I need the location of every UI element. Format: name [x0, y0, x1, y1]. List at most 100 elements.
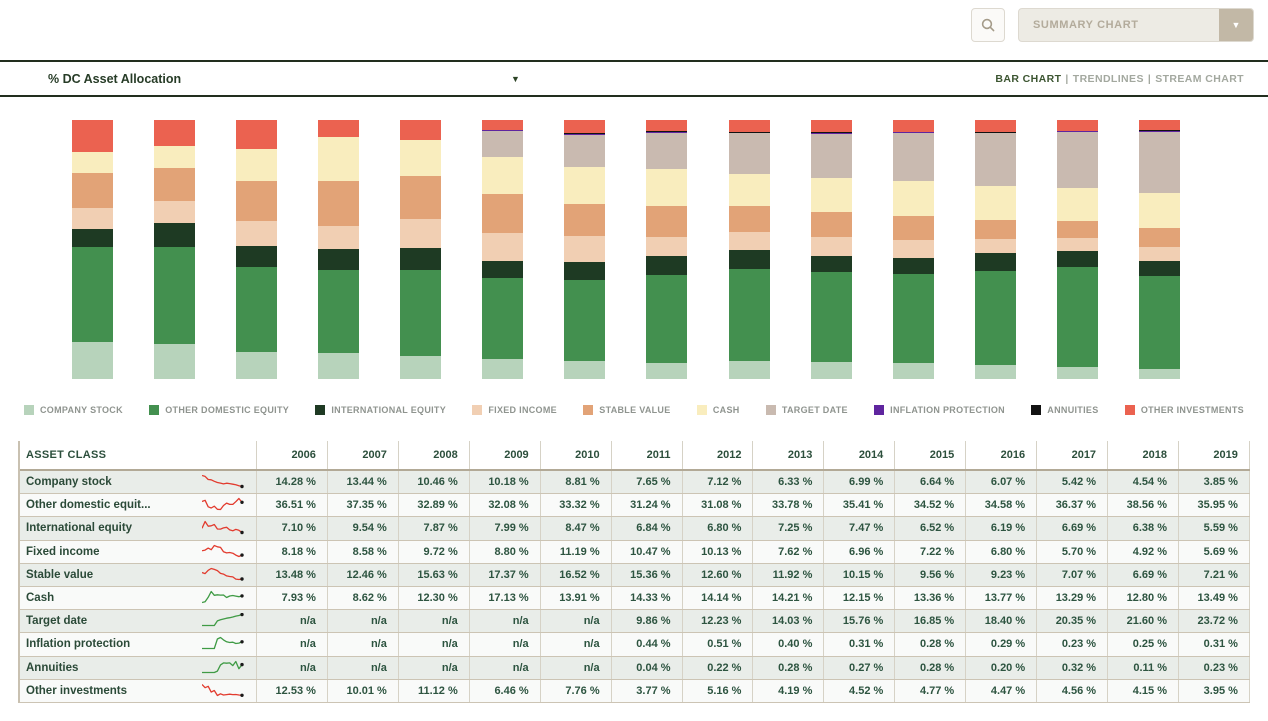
legend-item[interactable]: INTERNATIONAL EQUITY: [315, 405, 446, 415]
bar-segment[interactable]: [236, 351, 278, 379]
stacked-bar-2011[interactable]: [482, 120, 524, 379]
bar-segment[interactable]: [974, 133, 1016, 187]
bar-segment[interactable]: [400, 140, 442, 177]
stacked-bar-2018[interactable]: [1056, 120, 1098, 379]
bar-segment[interactable]: [892, 132, 934, 181]
stacked-bar-2014[interactable]: [728, 120, 770, 379]
legend-item[interactable]: OTHER DOMESTIC EQUITY: [149, 405, 289, 415]
bar-segment[interactable]: [564, 167, 606, 204]
bar-segment[interactable]: [728, 120, 770, 132]
bar-segment[interactable]: [1056, 220, 1098, 239]
bar-segment[interactable]: [564, 280, 606, 361]
bar-segment[interactable]: [728, 360, 770, 379]
bar-segment[interactable]: [482, 233, 524, 261]
bar-segment[interactable]: [318, 352, 360, 379]
bar-segment[interactable]: [154, 168, 196, 201]
asset-class-cell[interactable]: Cash: [20, 586, 257, 610]
bar-segment[interactable]: [154, 200, 196, 223]
bar-segment[interactable]: [1056, 267, 1098, 368]
stacked-bar-2013[interactable]: [646, 120, 688, 379]
bar-segment[interactable]: [646, 236, 688, 257]
bar-segment[interactable]: [892, 180, 934, 217]
bar-segment[interactable]: [974, 220, 1016, 239]
bar-segment[interactable]: [482, 260, 524, 279]
bar-segment[interactable]: [810, 133, 852, 134]
bar-segment[interactable]: [1056, 187, 1098, 221]
bar-segment[interactable]: [236, 221, 278, 247]
asset-class-cell[interactable]: Fixed income: [20, 540, 257, 563]
bar-segment[interactable]: [72, 173, 113, 208]
asset-class-cell[interactable]: International equity: [20, 517, 257, 540]
bar-segment[interactable]: [728, 205, 770, 232]
bar-segment[interactable]: [1056, 120, 1098, 131]
stacked-bar-2012[interactable]: [564, 120, 606, 379]
stacked-bar-2007[interactable]: [154, 120, 196, 379]
bar-segment[interactable]: [892, 120, 934, 132]
bar-segment[interactable]: [810, 133, 852, 178]
bar-segment[interactable]: [974, 364, 1016, 379]
bar-segment[interactable]: [400, 120, 442, 141]
bar-segment[interactable]: [892, 363, 934, 379]
stacked-bar-2015[interactable]: [810, 120, 852, 379]
bar-segment[interactable]: [1138, 246, 1180, 262]
bar-segment[interactable]: [646, 168, 688, 206]
bar-segment[interactable]: [810, 177, 852, 213]
asset-class-cell[interactable]: Other investments: [20, 679, 257, 702]
bar-segment[interactable]: [72, 120, 113, 153]
bar-segment[interactable]: [1056, 238, 1098, 251]
bar-segment[interactable]: [810, 120, 852, 133]
bar-segment[interactable]: [728, 133, 770, 175]
bar-segment[interactable]: [1138, 131, 1180, 194]
bar-segment[interactable]: [646, 131, 688, 133]
search-button[interactable]: [971, 8, 1005, 42]
bar-segment[interactable]: [974, 131, 1016, 133]
legend-item[interactable]: CASH: [696, 405, 740, 415]
bar-segment[interactable]: [646, 256, 688, 276]
summary-chart-select[interactable]: SUMMARY CHART ▼: [1018, 8, 1254, 42]
bar-segment[interactable]: [564, 135, 606, 167]
bar-segment[interactable]: [892, 240, 934, 258]
bar-segment[interactable]: [236, 266, 278, 352]
bar-segment[interactable]: [1056, 367, 1098, 379]
bar-segment[interactable]: [1138, 120, 1180, 131]
bar-segment[interactable]: [892, 216, 934, 241]
stacked-bar-2017[interactable]: [974, 120, 1016, 379]
bar-segment[interactable]: [1138, 275, 1180, 370]
bar-segment[interactable]: [810, 272, 852, 362]
bar-segment[interactable]: [564, 133, 606, 135]
bar-segment[interactable]: [400, 269, 442, 357]
bar-segment[interactable]: [974, 270, 1016, 365]
asset-class-cell[interactable]: Company stock: [20, 471, 257, 494]
bar-segment[interactable]: [400, 176, 442, 219]
bar-segment[interactable]: [1056, 131, 1098, 132]
legend-item[interactable]: INFLATION PROTECTION: [874, 405, 1005, 415]
bar-segment[interactable]: [318, 136, 360, 182]
bar-segment[interactable]: [1056, 131, 1098, 188]
stacked-bar-2016[interactable]: [892, 120, 934, 379]
tab-trendlines[interactable]: TRENDLINES: [1072, 72, 1144, 85]
bar-segment[interactable]: [810, 212, 852, 237]
chevron-down-icon[interactable]: ▼: [1219, 9, 1253, 41]
stacked-bar-2019[interactable]: [1138, 120, 1180, 379]
bar-segment[interactable]: [728, 131, 770, 133]
bar-segment[interactable]: [728, 269, 770, 361]
bar-segment[interactable]: [400, 356, 442, 379]
bar-segment[interactable]: [892, 131, 934, 133]
legend-item[interactable]: COMPANY STOCK: [24, 405, 123, 415]
legend-item[interactable]: TARGET DATE: [765, 405, 848, 415]
bar-segment[interactable]: [974, 238, 1016, 254]
asset-class-cell[interactable]: Annuities: [20, 656, 257, 679]
bar-segment[interactable]: [728, 174, 770, 206]
legend-item[interactable]: FIXED INCOME: [472, 405, 557, 415]
bar-segment[interactable]: [400, 247, 442, 270]
bar-segment[interactable]: [154, 247, 196, 345]
bar-segment[interactable]: [154, 222, 196, 248]
bar-segment[interactable]: [154, 120, 196, 146]
bar-segment[interactable]: [318, 181, 360, 227]
bar-segment[interactable]: [564, 262, 606, 281]
bar-segment[interactable]: [810, 132, 852, 134]
bar-segment[interactable]: [482, 193, 524, 234]
bar-segment[interactable]: [810, 361, 852, 379]
tab-bar-chart[interactable]: BAR CHART: [995, 72, 1062, 85]
bar-segment[interactable]: [974, 253, 1016, 271]
